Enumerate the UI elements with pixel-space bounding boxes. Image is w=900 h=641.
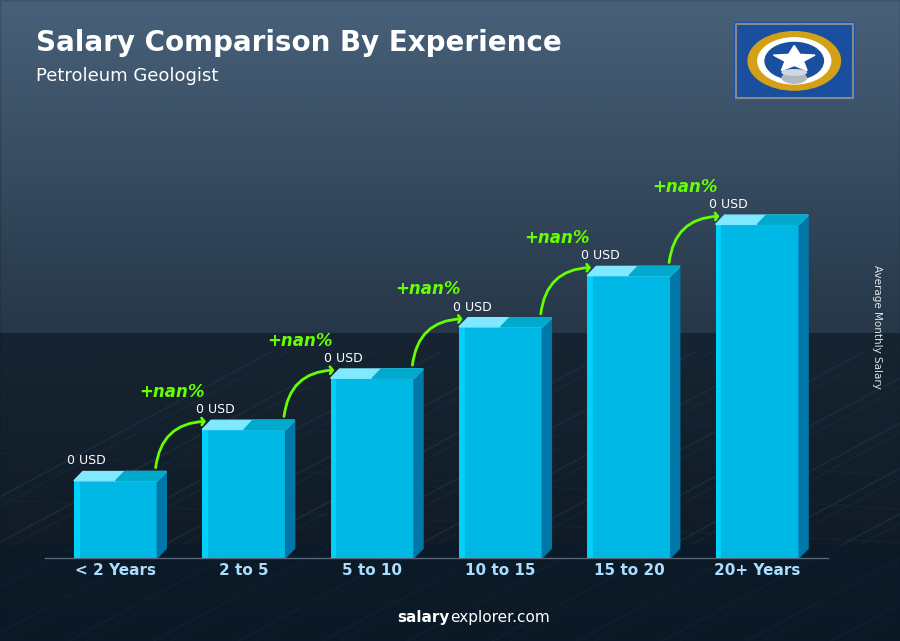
Text: +nan%: +nan% <box>524 229 590 247</box>
Polygon shape <box>202 420 294 429</box>
Ellipse shape <box>782 70 806 75</box>
Text: +nan%: +nan% <box>652 178 718 196</box>
Bar <box>74 481 80 558</box>
Text: 0 USD: 0 USD <box>324 352 363 365</box>
Polygon shape <box>414 369 423 558</box>
Polygon shape <box>716 215 808 224</box>
Text: salary: salary <box>398 610 450 625</box>
Polygon shape <box>799 215 808 558</box>
Bar <box>74 481 158 558</box>
Ellipse shape <box>782 72 806 83</box>
Polygon shape <box>373 369 423 378</box>
Text: 0 USD: 0 USD <box>453 301 491 313</box>
Text: explorer.com: explorer.com <box>450 610 550 625</box>
Polygon shape <box>588 267 680 276</box>
Text: 0 USD: 0 USD <box>68 454 106 467</box>
Text: 0 USD: 0 USD <box>709 198 748 211</box>
Text: +nan%: +nan% <box>267 332 333 350</box>
Bar <box>588 276 593 558</box>
Text: Salary Comparison By Experience: Salary Comparison By Experience <box>36 29 562 57</box>
Bar <box>0 545 900 641</box>
Circle shape <box>748 31 841 90</box>
Circle shape <box>765 42 824 79</box>
Bar <box>716 224 799 558</box>
Polygon shape <box>670 267 680 558</box>
Bar <box>459 327 543 558</box>
Bar <box>330 378 337 558</box>
Text: Average Monthly Salary: Average Monthly Salary <box>872 265 883 389</box>
Text: +nan%: +nan% <box>396 281 461 299</box>
Text: 0 USD: 0 USD <box>580 249 620 262</box>
Bar <box>330 378 414 558</box>
Polygon shape <box>543 318 552 558</box>
Polygon shape <box>629 267 680 276</box>
Polygon shape <box>285 420 294 558</box>
Text: 0 USD: 0 USD <box>196 403 235 416</box>
Text: Petroleum Geologist: Petroleum Geologist <box>36 67 219 85</box>
Polygon shape <box>244 420 294 429</box>
Polygon shape <box>459 318 552 327</box>
Polygon shape <box>773 46 815 71</box>
Polygon shape <box>158 472 166 558</box>
Polygon shape <box>74 472 166 481</box>
Polygon shape <box>500 318 552 327</box>
Polygon shape <box>115 472 166 481</box>
Bar <box>716 224 722 558</box>
Circle shape <box>758 38 831 84</box>
Polygon shape <box>758 215 808 224</box>
Bar <box>202 429 285 558</box>
Polygon shape <box>330 369 423 378</box>
Bar <box>588 276 670 558</box>
Bar <box>459 327 464 558</box>
Bar <box>202 429 208 558</box>
Text: +nan%: +nan% <box>139 383 204 401</box>
